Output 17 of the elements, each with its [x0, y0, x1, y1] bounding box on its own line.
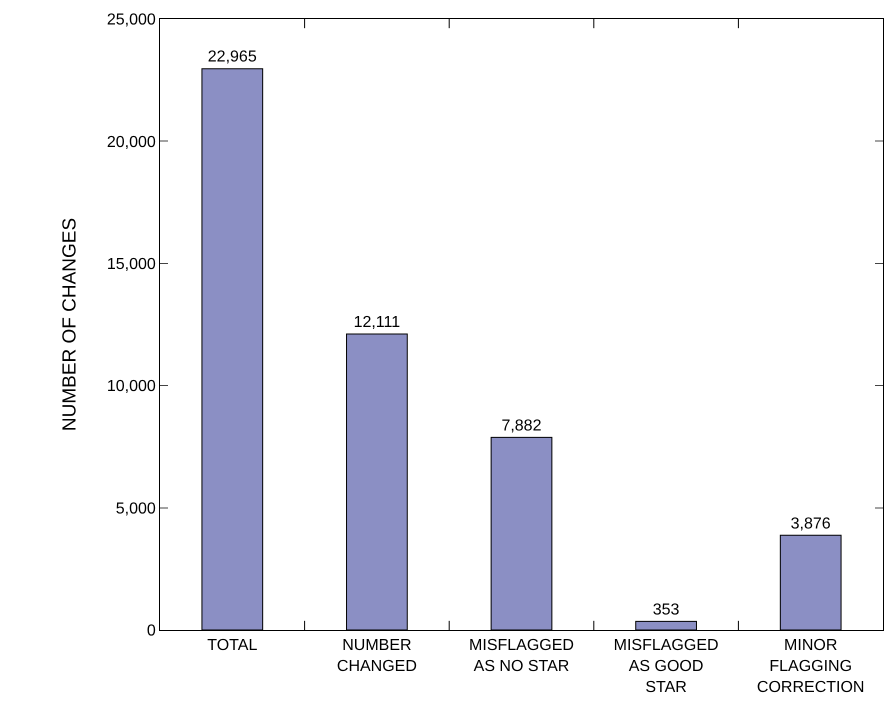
y-axis-title: NUMBER OF CHANGES — [60, 218, 81, 432]
x-tick-label: TOTAL — [207, 637, 258, 654]
y-tick-label: 0 — [146, 622, 156, 640]
y-tick-label: 5,000 — [116, 500, 156, 518]
y-tick-label: 15,000 — [106, 256, 156, 273]
x-tick-label: NUMBER CHANGED — [336, 637, 417, 675]
data-label: 12,111 — [354, 314, 400, 332]
data-label: 353 — [652, 601, 680, 618]
y-tick-label: 10,000 — [106, 378, 156, 396]
y-tick-label: 25,000 — [106, 12, 156, 29]
data-label: 3,876 — [790, 515, 831, 532]
y-tick-label: 20,000 — [106, 134, 156, 151]
x-tick-label: MISFLAGGED AS GOOD STAR — [614, 637, 719, 696]
data-label: 22,965 — [208, 48, 257, 66]
x-tick-label: MISFLAGGED AS NO STAR — [469, 637, 574, 675]
x-tick-label: MINOR FLAGGING CORRECTION — [756, 637, 864, 696]
data-label: 7,882 — [501, 417, 542, 434]
